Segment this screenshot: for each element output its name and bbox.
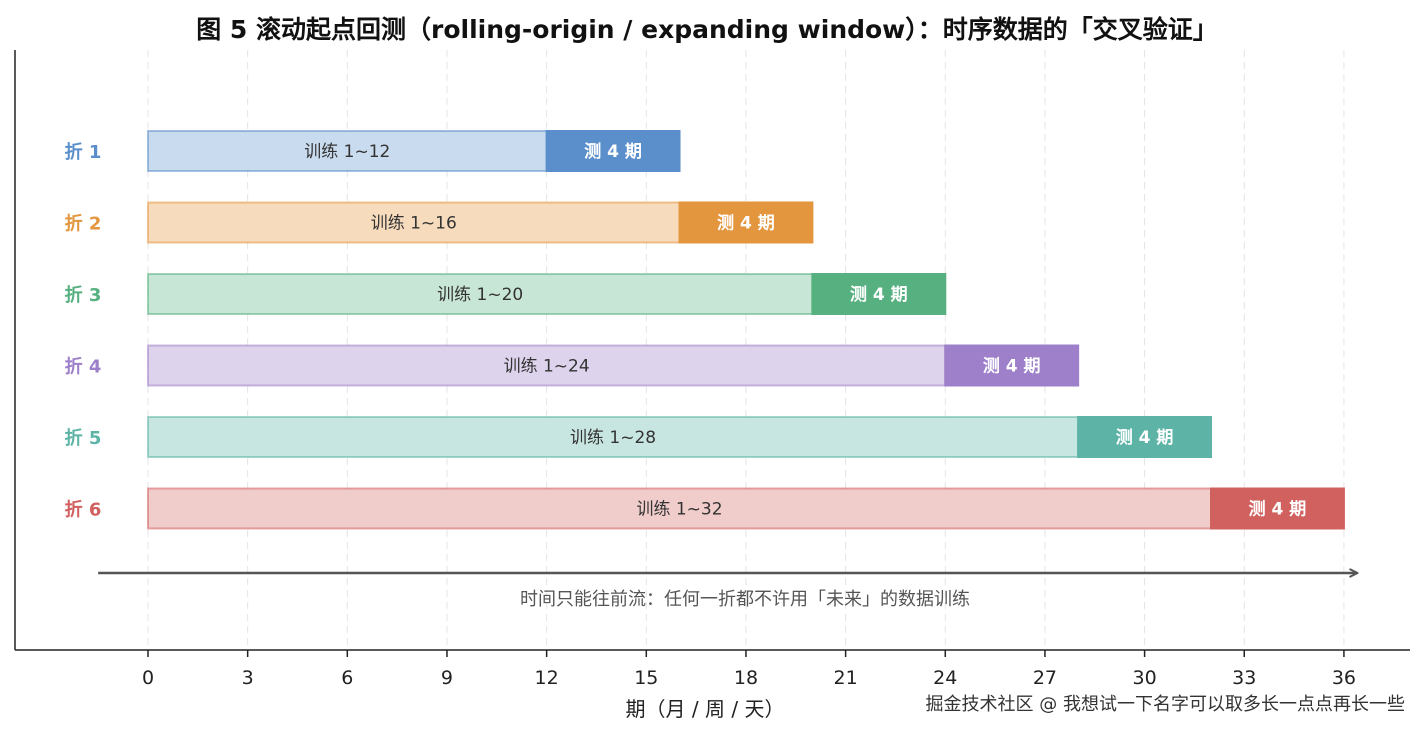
train-bar-label: 训练 1~12: [304, 142, 390, 162]
train-bar-label: 训练 1~16: [371, 214, 457, 234]
test-bar: [944, 344, 1080, 387]
test-bar-label: 测 4 期: [983, 356, 1041, 377]
train-bar: [147, 344, 947, 387]
time-annotation: 时间只能往前流：任何一折都不许用「未来」的数据训练: [520, 589, 970, 610]
fold-label: 折 6: [65, 499, 102, 521]
train-bar: [147, 487, 1213, 530]
x-tick-label: 30: [1133, 667, 1157, 689]
test-bar-label: 测 4 期: [850, 284, 908, 305]
test-bar: [811, 273, 947, 315]
test-bar-label: 测 4 期: [1116, 427, 1174, 448]
fold-label: 折 4: [65, 356, 102, 378]
fold-bars: 训练 1~12 测 4 期训练 1~16 测 4 期训练 1~20 测 4 期训练 1…: [147, 130, 1345, 530]
x-tick-label: 12: [535, 667, 559, 689]
x-tick-label: 24: [933, 667, 957, 689]
fold-labels: 折 1 折 2 折 3 折 4 折 5 折 6: [65, 141, 102, 521]
watermark: 掘金技术社区 @ 我想试一下名字可以取多长一点点再长一些: [926, 694, 1405, 715]
x-tick-label: 18: [734, 667, 758, 689]
x-tick-label: 3: [242, 667, 254, 689]
test-bar: [1077, 416, 1213, 458]
x-tick-label: 27: [1033, 667, 1057, 689]
fold-label: 折 2: [65, 213, 102, 235]
test-bar-label: 测 4 期: [717, 213, 775, 234]
x-tick-label: 6: [341, 667, 353, 689]
x-axis-ticks: 0 3 6 9 12 15 18 21 24 27 30 33 36: [142, 650, 1356, 689]
train-bar-label: 训练 1~28: [570, 428, 656, 448]
x-tick-label: 21: [834, 667, 858, 689]
x-tick-label: 36: [1332, 667, 1356, 689]
x-axis-label: 期（月 / 周 / 天）: [626, 697, 785, 721]
train-bar: [147, 130, 548, 172]
chart-title: 图 5 滚动起点回测（rolling-origin / expanding wi…: [196, 15, 1218, 44]
fold-label: 折 5: [65, 427, 102, 449]
train-bar: [147, 273, 814, 315]
x-tick-label: 15: [634, 667, 658, 689]
x-tick-label: 33: [1232, 667, 1256, 689]
train-bar: [147, 201, 681, 244]
fold-label: 折 3: [65, 284, 102, 306]
train-bar-label: 训练 1~32: [636, 500, 722, 520]
test-bar-label: 测 4 期: [1249, 499, 1307, 520]
train-bar-label: 训练 1~20: [437, 285, 523, 305]
x-tick-label: 9: [441, 667, 453, 689]
train-bar-label: 训练 1~24: [504, 357, 590, 377]
test-bar: [1210, 487, 1345, 530]
test-bar: [678, 201, 814, 244]
fold-label: 折 1: [65, 141, 102, 163]
test-bar-label: 测 4 期: [584, 141, 642, 162]
test-bar: [545, 130, 681, 172]
x-tick-label: 0: [142, 667, 154, 689]
